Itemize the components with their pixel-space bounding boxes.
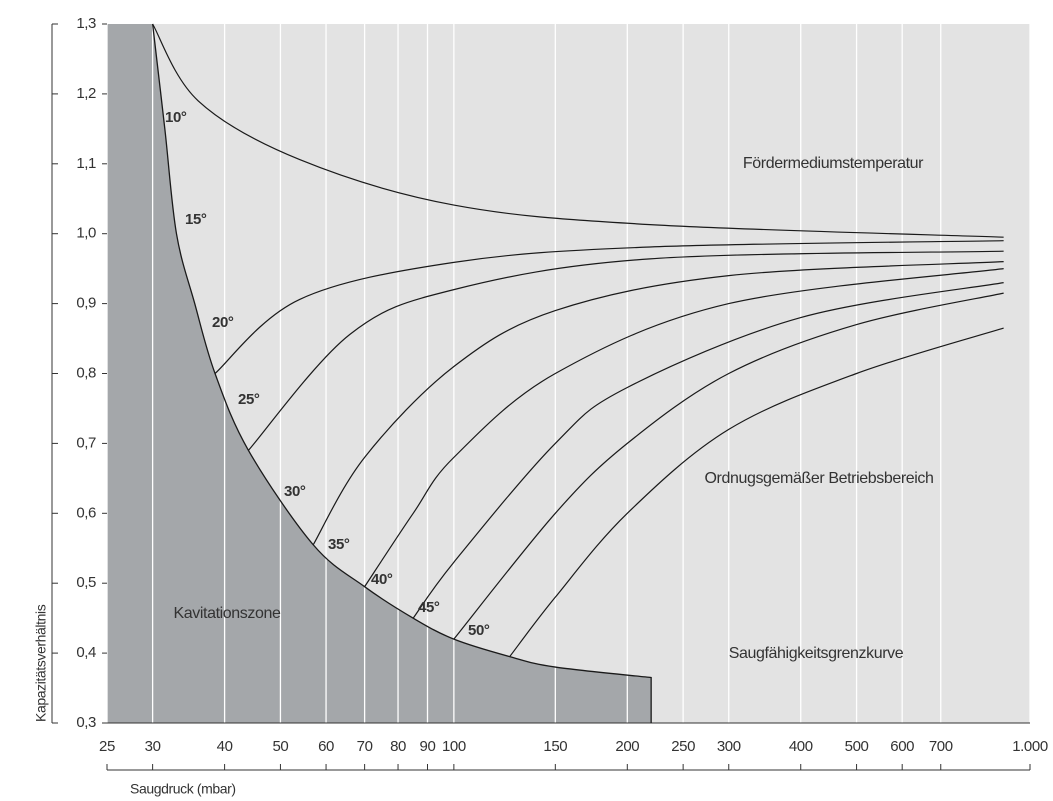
x-tick-label: 600	[890, 738, 914, 755]
temperature-curve	[152, 23, 1004, 238]
x-tick-label: 80	[390, 738, 406, 755]
temperature-label: 20°	[212, 314, 234, 331]
region-label: Saugfähigkeitsgrenzkurve	[729, 645, 904, 662]
y-tick-label: 0,6	[76, 504, 96, 521]
region-label: Fördermediumstemperatur	[743, 155, 924, 172]
temperature-curve	[453, 292, 1004, 640]
temperature-label: 50°	[468, 622, 490, 639]
y-tick-label: 0,8	[76, 364, 96, 381]
x-tick-label: 70	[357, 738, 373, 755]
y-tick-label: 0,3	[76, 714, 96, 731]
x-tick-label: 300	[717, 738, 741, 755]
y-tick-label: 1,0	[76, 225, 96, 242]
x-tick-label: 100	[442, 738, 466, 755]
temperature-curve	[509, 327, 1004, 657]
y-tick-label: 0,5	[76, 574, 96, 591]
x-tick-label: 90	[420, 738, 436, 755]
y-tick-label: 1,2	[76, 85, 96, 102]
x-axis-label: Saugdruck (mbar)	[130, 781, 236, 797]
y-tick-label: 1,3	[76, 15, 96, 32]
x-tick-label: 60	[318, 738, 334, 755]
x-tick-label: 700	[929, 738, 953, 755]
temperature-curve	[312, 261, 1004, 546]
temperature-label: 15°	[185, 211, 207, 228]
x-tick-label: 500	[845, 738, 869, 755]
temperature-label: 35°	[328, 536, 350, 553]
x-tick-label: 40	[217, 738, 233, 755]
temperature-curve	[214, 240, 1004, 374]
temperature-label: 45°	[418, 599, 440, 616]
y-tick-label: 0,9	[76, 295, 96, 312]
temperature-label: 30°	[284, 483, 306, 500]
region-label: Ordnugsgemäßer Betriebsbereich	[704, 470, 933, 487]
x-tick-label: 400	[789, 738, 813, 755]
temperature-curve	[364, 268, 1004, 588]
cavitation-zone	[107, 24, 652, 723]
x-tick-label: 150	[543, 738, 567, 755]
x-tick-label: 200	[615, 738, 639, 755]
temperature-curve	[247, 250, 1004, 451]
region-label: Kavitationszone	[174, 605, 281, 622]
temperature-label: 10°	[165, 109, 187, 126]
x-tick-label: 50	[272, 738, 288, 755]
y-tick-label: 0,4	[76, 644, 96, 661]
x-tick-label: 1.000	[1012, 738, 1048, 755]
temperature-label: 25°	[238, 391, 260, 408]
temperature-curve	[412, 282, 1004, 619]
x-tick-label: 30	[145, 738, 161, 755]
x-tick-label: 25	[99, 738, 115, 755]
temperature-label: 40°	[371, 571, 393, 588]
x-tick-label: 250	[671, 738, 695, 755]
y-tick-label: 0,7	[76, 434, 96, 451]
y-axis-label: Kapazitätsverhältnis	[33, 604, 49, 722]
y-tick-label: 1,1	[76, 155, 96, 172]
